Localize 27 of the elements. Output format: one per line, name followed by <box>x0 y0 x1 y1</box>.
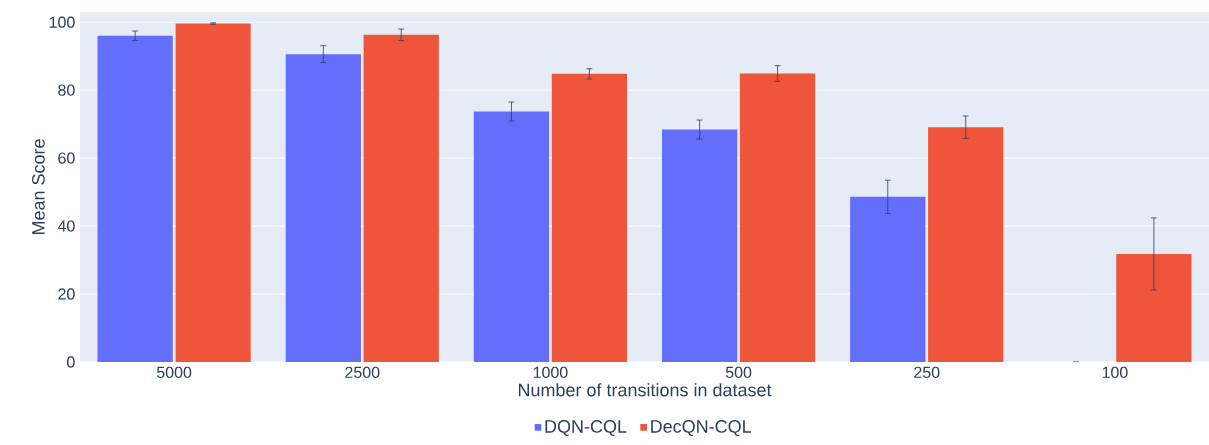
bar <box>850 196 926 362</box>
y-tick-label: 40 <box>57 220 75 232</box>
x-tick-label: 100 <box>1102 366 1128 379</box>
bar <box>928 127 1004 362</box>
bar <box>363 34 439 362</box>
x-tick-label: 5000 <box>156 366 192 379</box>
x-tick-label: 1000 <box>533 366 568 379</box>
y-tick-label: 0 <box>67 356 75 368</box>
y-axis-title: Mean Score <box>32 139 45 235</box>
bar <box>1116 253 1192 362</box>
y-tick-label: 20 <box>58 288 75 300</box>
x-tick-label: 500 <box>725 366 752 379</box>
y-tick-label: 60 <box>58 152 75 164</box>
bar <box>739 73 816 362</box>
y-tick-label: 80 <box>58 84 75 96</box>
legend-label: DQN-CQL <box>545 420 627 437</box>
bar <box>551 73 628 362</box>
bar <box>285 54 361 362</box>
bar <box>97 35 173 362</box>
x-tick-label: 2500 <box>345 366 380 379</box>
x-axis-title: Number of transitions in dataset <box>518 383 772 397</box>
y-tick-label: 100 <box>49 16 75 28</box>
bar <box>473 111 550 362</box>
bar <box>661 129 738 362</box>
legend-label: DecQN-CQL <box>651 420 752 437</box>
bar <box>175 23 251 362</box>
x-tick-label: 250 <box>914 366 940 379</box>
